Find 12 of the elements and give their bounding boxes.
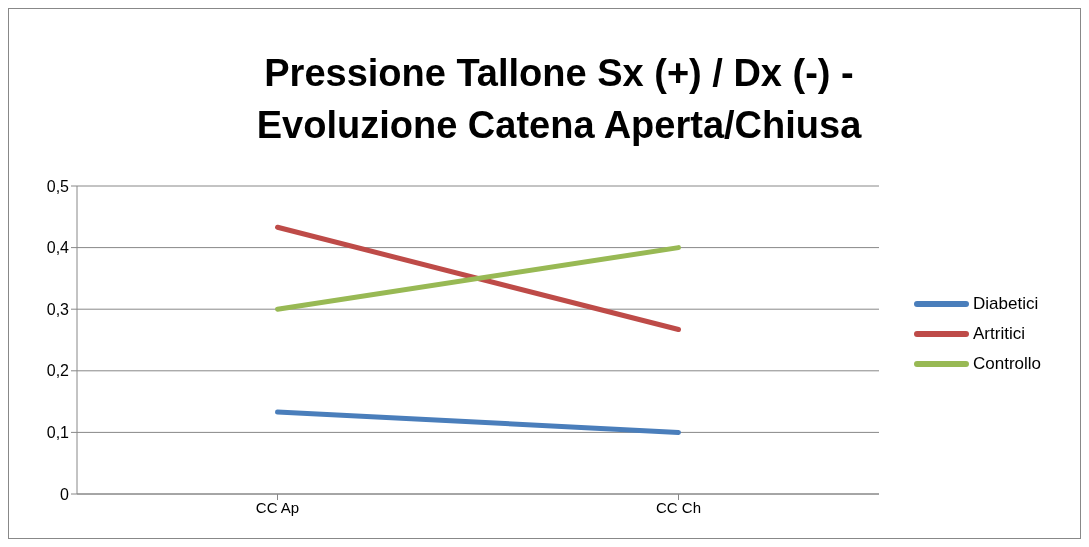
legend-label: Diabetici <box>973 294 1039 314</box>
y-tick-label: 0 <box>60 485 70 503</box>
x-tick-label: CC Ch <box>655 498 702 516</box>
y-tick-label: 0,2 <box>46 362 70 380</box>
y-tick-label: 0,4 <box>46 239 70 257</box>
legend-label: Artritici <box>973 324 1025 344</box>
y-tick-label: 0,1 <box>46 424 70 442</box>
x-tick-label: CC Ap <box>255 498 300 516</box>
y-tick-label: 0,3 <box>46 300 70 318</box>
y-tick-label: 0,5 <box>46 177 70 195</box>
legend-label: Controllo <box>973 354 1042 374</box>
chart-title: Pressione Tallone Sx (+) / Dx (-) - Evoluzione Catena Aperta/Chiusa <box>255 51 863 148</box>
